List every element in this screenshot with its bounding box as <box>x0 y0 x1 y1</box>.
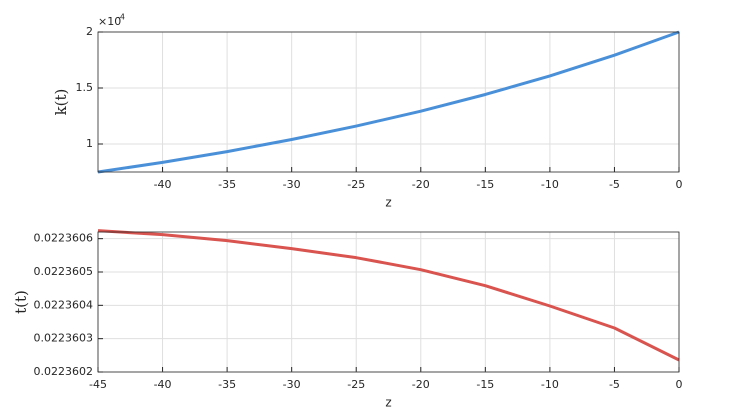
y-multiplier: ×10 <box>98 15 121 28</box>
axes-box <box>97 31 680 173</box>
y-tick-label: 2 <box>86 25 93 38</box>
x-tick-label: -25 <box>347 178 365 191</box>
x-tick-label: -10 <box>541 178 559 191</box>
x-tick-label: -5 <box>609 178 620 191</box>
axes-background <box>98 32 679 172</box>
data-line <box>97 229 680 362</box>
x-tick-label: -15 <box>476 178 494 191</box>
x-axis-label: z <box>385 396 391 410</box>
y-tick-label: 1 <box>86 137 93 150</box>
axes-background <box>98 232 679 372</box>
y-tick-label: 0.0223606 <box>34 232 94 245</box>
y-tick-label: 0.0223604 <box>34 298 94 311</box>
x-axis-label: z <box>385 196 391 210</box>
data-line <box>97 30 680 174</box>
x-tick-label: -25 <box>347 378 365 391</box>
y-axis-label: t(t) <box>12 290 30 314</box>
y-exponent: -4 <box>117 13 125 22</box>
axes-box <box>97 231 680 373</box>
y-tick-label: 0.0223602 <box>34 365 94 378</box>
x-tick-label: -20 <box>412 178 430 191</box>
x-tick-label: -45 <box>89 378 107 391</box>
x-tick-label: -40 <box>154 178 172 191</box>
x-tick-label: -20 <box>412 378 430 391</box>
x-tick-label: -10 <box>541 378 559 391</box>
y-tick-label: 0.0223605 <box>34 265 94 278</box>
y-axis-label: k(t) <box>52 89 70 116</box>
y-tick-label: 0.0223603 <box>34 332 94 345</box>
x-tick-label: -30 <box>283 178 301 191</box>
x-tick-label: -15 <box>476 378 494 391</box>
x-tick-label: -35 <box>218 378 236 391</box>
y-tick-label: 1.5 <box>76 81 94 94</box>
x-tick-label: 0 <box>676 178 683 191</box>
x-tick-label: -40 <box>154 378 172 391</box>
x-tick-label: -35 <box>218 178 236 191</box>
x-tick-label: 0 <box>676 378 683 391</box>
x-tick-label: -30 <box>283 378 301 391</box>
x-tick-label: -5 <box>609 378 620 391</box>
